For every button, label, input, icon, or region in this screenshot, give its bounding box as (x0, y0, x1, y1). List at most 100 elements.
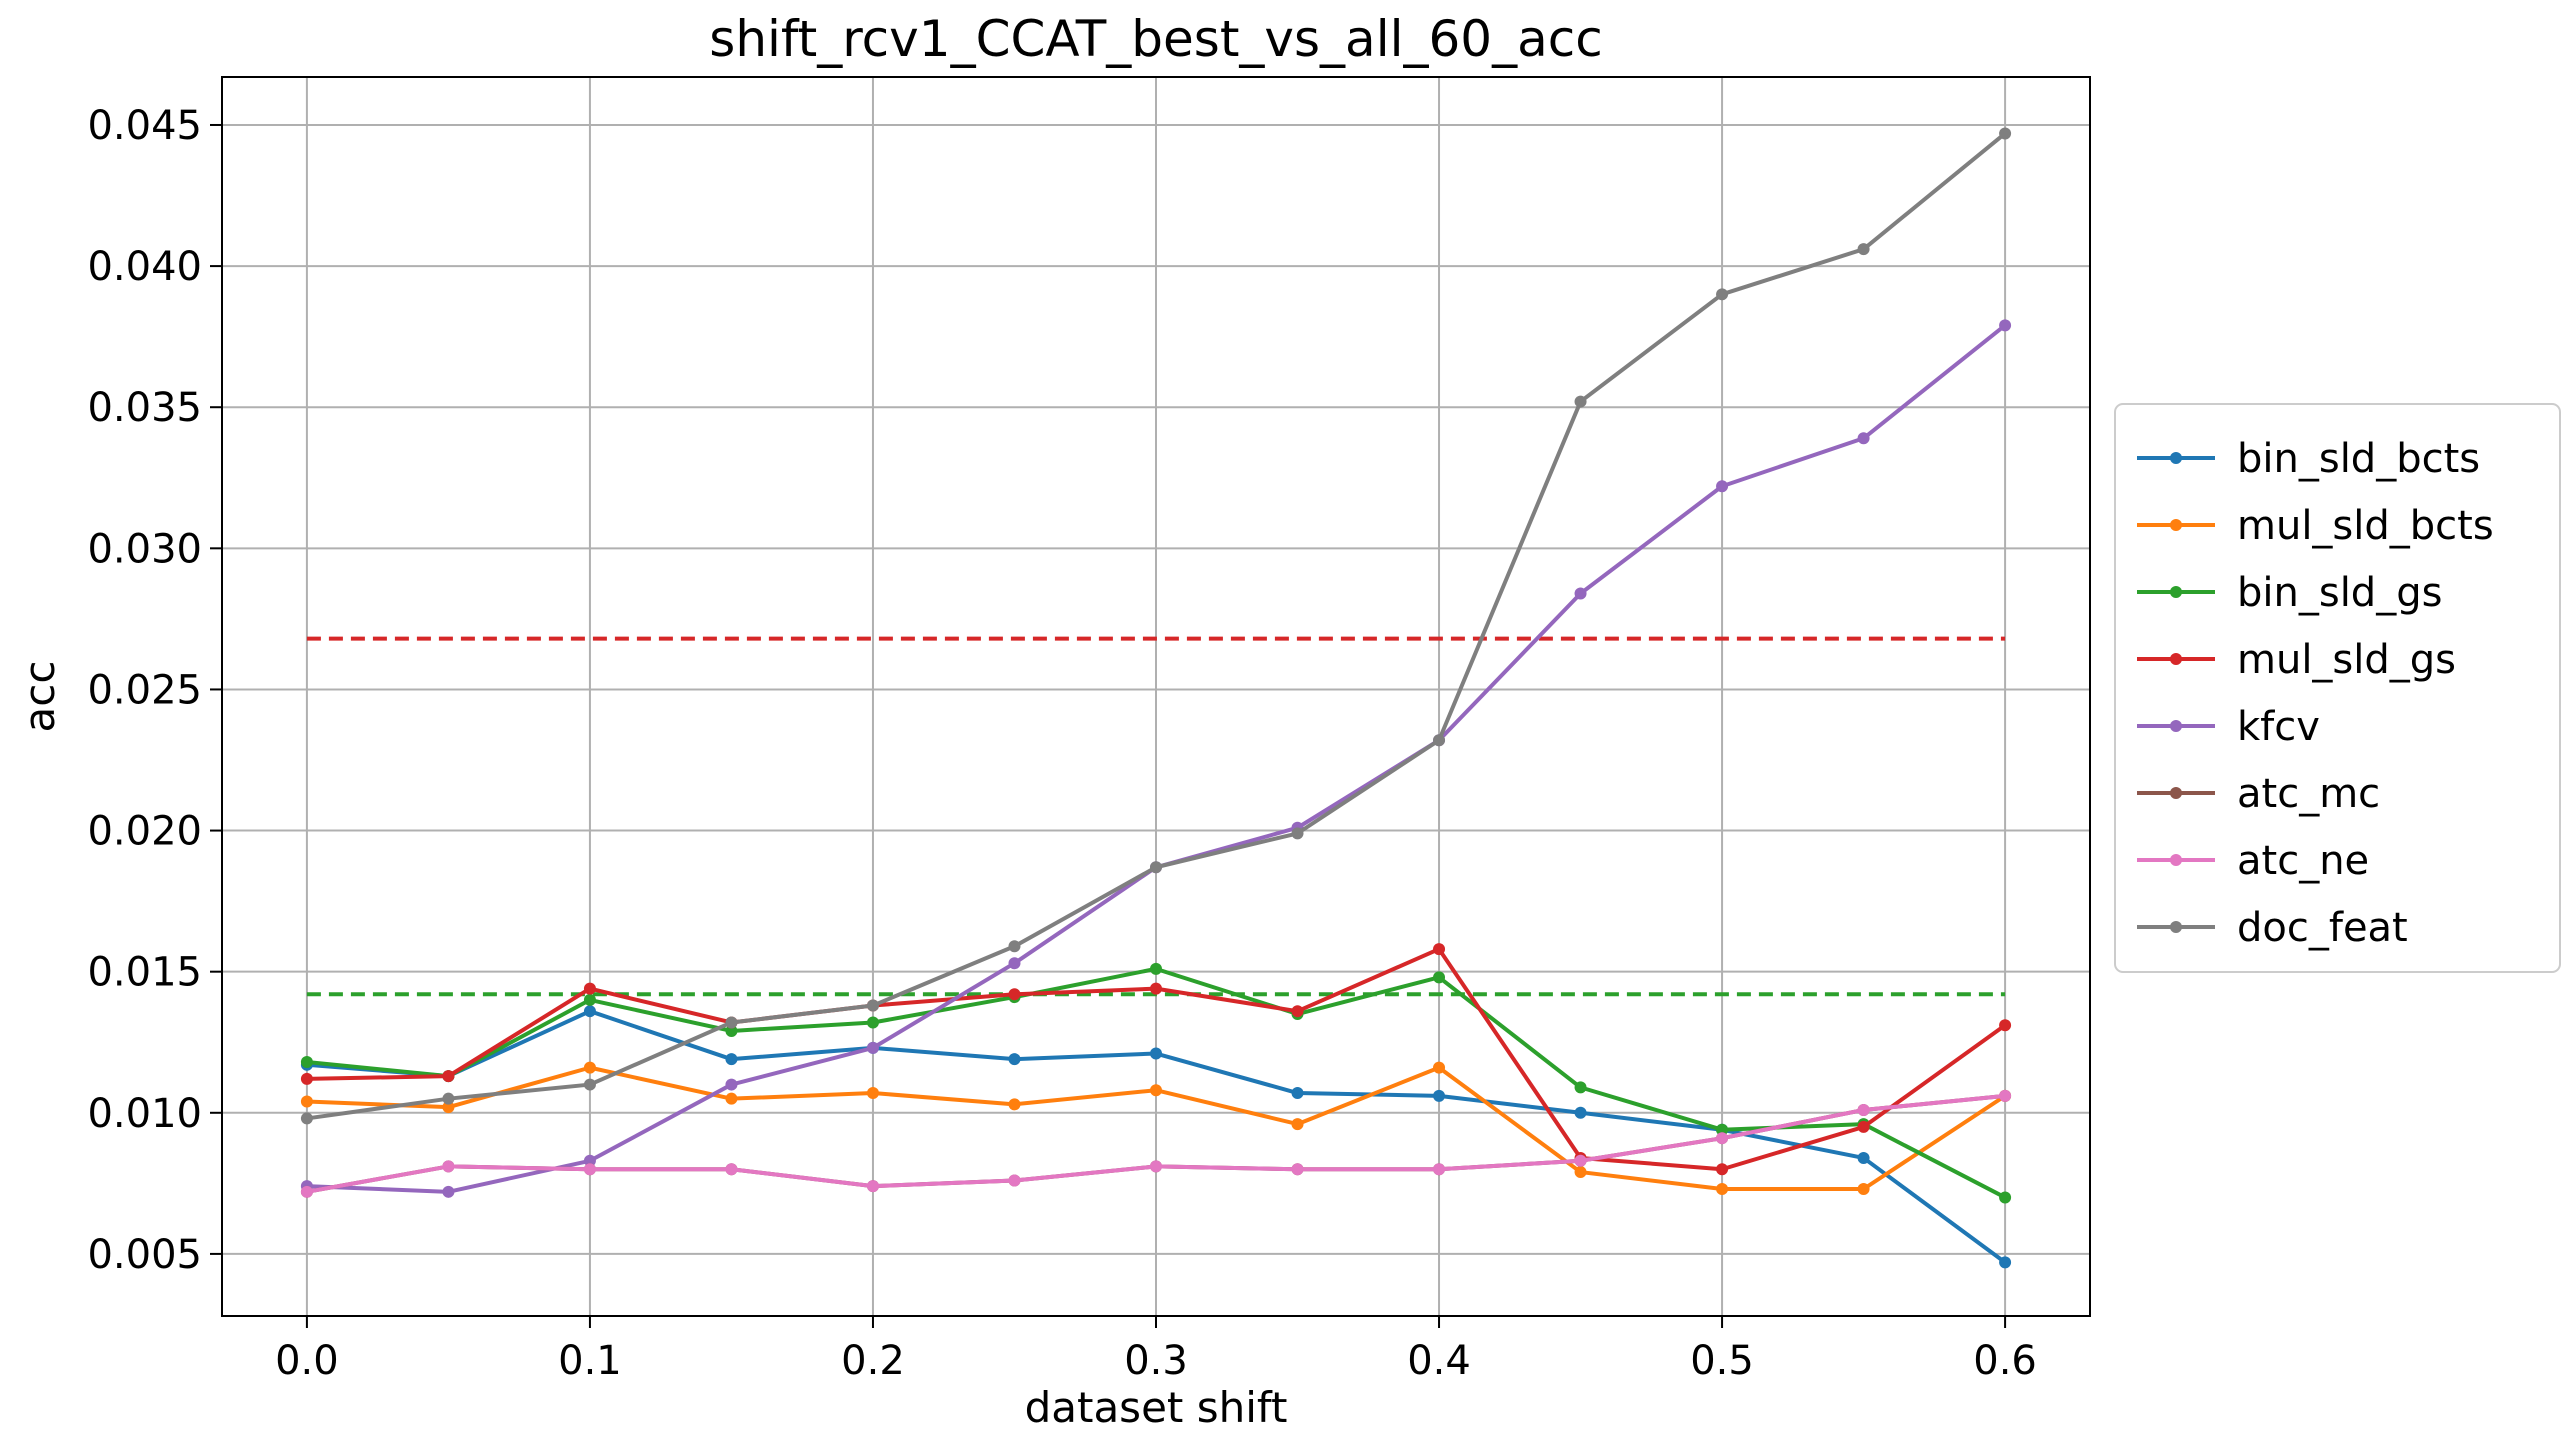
series-atc-ne (300, 1089, 2012, 1198)
legend-label: mul_sld_gs (2237, 637, 2456, 683)
data-point (1857, 432, 1870, 445)
data-point (1999, 1191, 2012, 1204)
legend-marker (2170, 787, 2182, 799)
data-point (442, 1185, 455, 1198)
data-point (1999, 1089, 2012, 1102)
data-point (442, 1092, 455, 1105)
data-point (1008, 1098, 1021, 1111)
data-point (866, 1041, 879, 1054)
x-tick-label: 0.0 (275, 1338, 339, 1384)
data-point (1574, 587, 1587, 600)
legend-box (2114, 403, 2561, 973)
data-point (725, 1053, 738, 1066)
data-point (300, 1185, 313, 1198)
legend-item: mul_sld_gs (2137, 637, 2456, 683)
y-tick-label: 0.015 (87, 950, 202, 996)
data-point (725, 1016, 738, 1029)
data-point (300, 1112, 313, 1125)
data-point (1433, 971, 1446, 984)
data-point (1150, 861, 1162, 874)
data-point (583, 982, 596, 995)
data-point (583, 1154, 596, 1167)
data-point (1716, 1182, 1729, 1195)
y-axis-label: acc (15, 661, 64, 733)
data-point (866, 1016, 879, 1029)
data-point (442, 1070, 455, 1083)
data-point (300, 1072, 313, 1085)
y-tick-label: 0.005 (87, 1232, 202, 1278)
legend-item: atc_ne (2137, 838, 2369, 884)
legend-item: bin_sld_gs (2137, 570, 2442, 616)
data-point (866, 999, 879, 1012)
data-point (583, 993, 596, 1006)
series-lines (300, 127, 2012, 1269)
data-point (725, 1024, 738, 1037)
legend-label: doc_feat (2237, 905, 2408, 951)
data-point (1150, 982, 1162, 995)
data-point (583, 1163, 596, 1176)
legend-marker (2170, 653, 2182, 665)
data-point (725, 1092, 738, 1105)
x-tick-label: 0.5 (1690, 1338, 1754, 1384)
legend-marker (2170, 921, 2182, 933)
y-tick-label: 0.020 (87, 809, 202, 855)
data-point (442, 1101, 455, 1114)
legend: bin_sld_bcts mul_sld_bcts bin_sld_gs mul_sl… (2114, 403, 2561, 973)
x-tick-label: 0.2 (841, 1338, 905, 1384)
data-point (1857, 1103, 1870, 1116)
legend-marker (2170, 720, 2182, 732)
data-point (442, 1160, 455, 1173)
data-point (1008, 1174, 1021, 1187)
data-point (1716, 480, 1729, 493)
data-point (1574, 1166, 1587, 1179)
data-point (1291, 1118, 1304, 1131)
data-point (1857, 1151, 1870, 1164)
x-axis-ticks: 0.0 0.1 0.2 0.3 0.4 0.5 0.6 (275, 1316, 2037, 1384)
x-tick-label: 0.3 (1124, 1338, 1188, 1384)
chart-title: shift_rcv1_CCAT_best_vs_all_60_acc (709, 10, 1602, 68)
data-point (866, 1087, 879, 1100)
data-point (1291, 1163, 1304, 1176)
data-point (725, 1163, 738, 1176)
legend-label: kfcv (2237, 704, 2320, 750)
legend-item: mul_sld_bcts (2137, 503, 2494, 549)
data-point (1999, 1256, 2012, 1269)
legend-item: bin_sld_bcts (2137, 436, 2480, 482)
legend-label: mul_sld_bcts (2237, 503, 2494, 549)
data-point (1857, 1120, 1870, 1133)
data-point (866, 1180, 879, 1193)
data-point (725, 1078, 738, 1091)
data-point (1716, 1123, 1729, 1136)
data-point (300, 1095, 313, 1108)
data-point (1999, 1019, 2012, 1032)
legend-marker (2170, 452, 2182, 464)
data-point (1857, 1182, 1870, 1195)
y-tick-label: 0.010 (87, 1091, 202, 1137)
data-point (583, 1078, 596, 1091)
data-point (1433, 734, 1446, 747)
x-tick-label: 0.4 (1407, 1338, 1471, 1384)
y-tick-label: 0.035 (87, 385, 202, 431)
x-tick-label: 0.6 (1973, 1338, 2037, 1384)
y-tick-label: 0.040 (87, 244, 202, 290)
data-point (1433, 1089, 1446, 1102)
data-point (1857, 243, 1870, 256)
data-point (1008, 988, 1021, 1001)
legend-marker (2170, 586, 2182, 598)
series-doc-feat (300, 127, 2012, 1125)
data-point (583, 1005, 596, 1018)
data-point (1574, 395, 1587, 408)
data-point (1574, 1154, 1587, 1167)
y-tick-label: 0.025 (87, 667, 202, 713)
data-point (300, 1055, 313, 1068)
y-tick-label: 0.045 (87, 103, 202, 149)
legend-label: atc_ne (2237, 838, 2369, 884)
data-point (1716, 288, 1729, 301)
data-point (1008, 1053, 1021, 1066)
data-point (1150, 1160, 1162, 1173)
x-tick-label: 0.1 (558, 1338, 622, 1384)
data-point (1291, 827, 1304, 840)
data-point (1999, 127, 2012, 140)
legend-marker (2170, 854, 2182, 866)
